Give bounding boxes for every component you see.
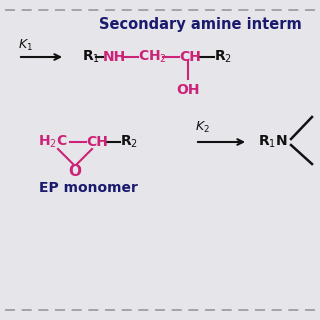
Text: R$_1$N: R$_1$N bbox=[258, 134, 288, 150]
Text: CH: CH bbox=[86, 135, 108, 149]
Text: $\it{K}_2$: $\it{K}_2$ bbox=[195, 119, 210, 134]
Text: O: O bbox=[68, 164, 82, 180]
Text: R$_2$: R$_2$ bbox=[214, 49, 232, 65]
Text: $\it{K}_1$: $\it{K}_1$ bbox=[18, 37, 33, 52]
Text: NH: NH bbox=[103, 50, 126, 64]
Text: Secondary amine interm: Secondary amine interm bbox=[99, 17, 301, 31]
Text: R$_1$: R$_1$ bbox=[82, 49, 100, 65]
Text: EP monomer: EP monomer bbox=[39, 181, 137, 195]
Text: H$_2$C: H$_2$C bbox=[38, 134, 68, 150]
Text: CH: CH bbox=[179, 50, 201, 64]
Text: OH: OH bbox=[176, 83, 200, 97]
Text: R$_2$: R$_2$ bbox=[120, 134, 138, 150]
Text: CH$_2$: CH$_2$ bbox=[138, 49, 167, 65]
